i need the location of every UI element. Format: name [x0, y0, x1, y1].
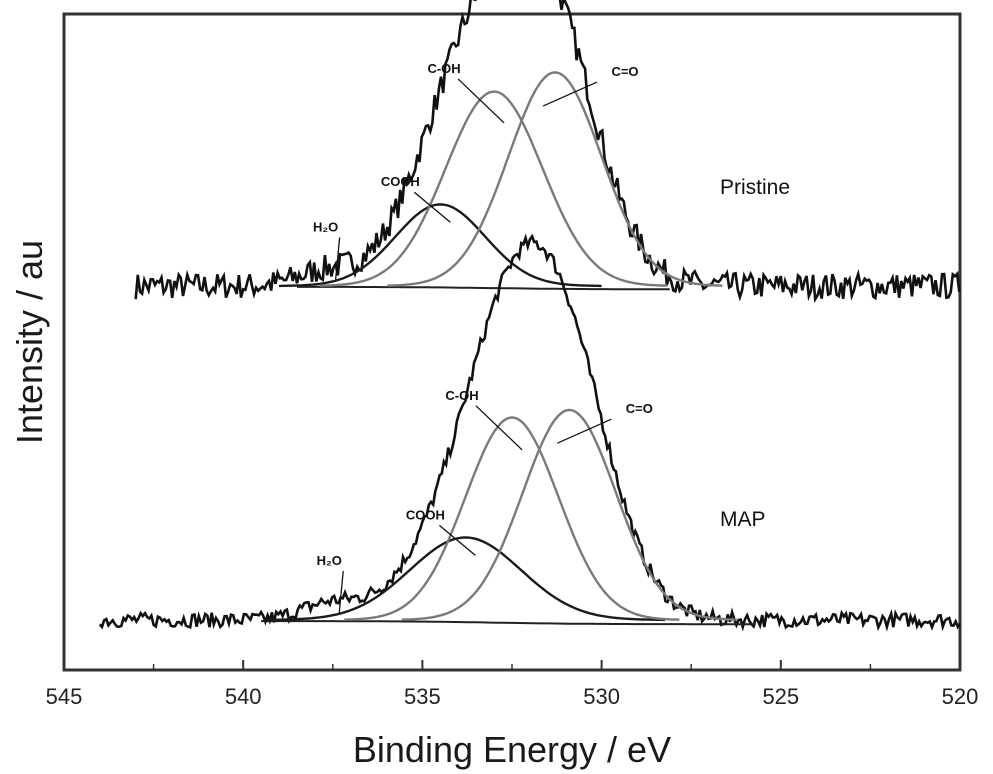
- peak-pointer-1-map: [438, 524, 476, 556]
- x-ticks: 545 540 535 530 525 520: [46, 660, 979, 709]
- plot-frame: [62, 12, 962, 672]
- component-c-o-pristine: [387, 71, 723, 287]
- peak-pointer-3-map: [557, 418, 612, 444]
- sample-label-pristine: Pristine: [720, 176, 790, 199]
- labels-layer: H₂O COOH C-OH C=O Pristine H₂O COOH C-OH C=O MAP: [313, 61, 790, 614]
- background-map: [261, 620, 756, 626]
- peak-pointer-2-map: [475, 405, 523, 451]
- peak-pointer-0-map: [338, 570, 344, 614]
- peak-label-c-o-pristine: C=O: [611, 64, 638, 79]
- peak-label-h-o-pristine: H₂O: [313, 220, 338, 235]
- spectrum-map: [98, 233, 962, 632]
- component-c-oh-pristine: [319, 90, 668, 287]
- component-cooh-pristine: [279, 203, 602, 288]
- x-tick-label-525: 525: [762, 684, 799, 709]
- x-tick-label-530: 530: [583, 684, 620, 709]
- x-tick-label-540: 540: [225, 684, 262, 709]
- peak-label-cooh-pristine: COOH: [381, 174, 420, 189]
- component-c-oh-map: [344, 416, 680, 621]
- sample-label-map: MAP: [720, 508, 766, 531]
- peak-pointer-1-pristine: [413, 191, 451, 223]
- curves-layer: [98, 0, 962, 632]
- component-cooh-map: [265, 536, 665, 622]
- peak-pointer-3-pristine: [542, 81, 598, 107]
- x-axis-title: Binding Energy / eV: [353, 729, 671, 770]
- peak-label-h-o-map: H₂O: [317, 553, 342, 568]
- spectrum-pristine: [134, 0, 961, 304]
- y-axis-title: Intensity / au: [9, 240, 50, 444]
- peak-label-c-o-map: C=O: [626, 401, 653, 416]
- peak-label-c-oh-map: C-OH: [445, 388, 478, 403]
- peak-label-c-oh-pristine: C-OH: [427, 61, 460, 76]
- background-pristine: [297, 285, 670, 291]
- component-c-o-map: [401, 408, 737, 621]
- x-tick-label-545: 545: [46, 684, 83, 709]
- x-tick-label-535: 535: [404, 684, 441, 709]
- peak-pointer-2-pristine: [457, 78, 505, 124]
- peak-pointer-0-pristine: [334, 237, 341, 280]
- x-tick-label-520: 520: [942, 684, 979, 709]
- peak-label-cooh-map: COOH: [406, 507, 445, 522]
